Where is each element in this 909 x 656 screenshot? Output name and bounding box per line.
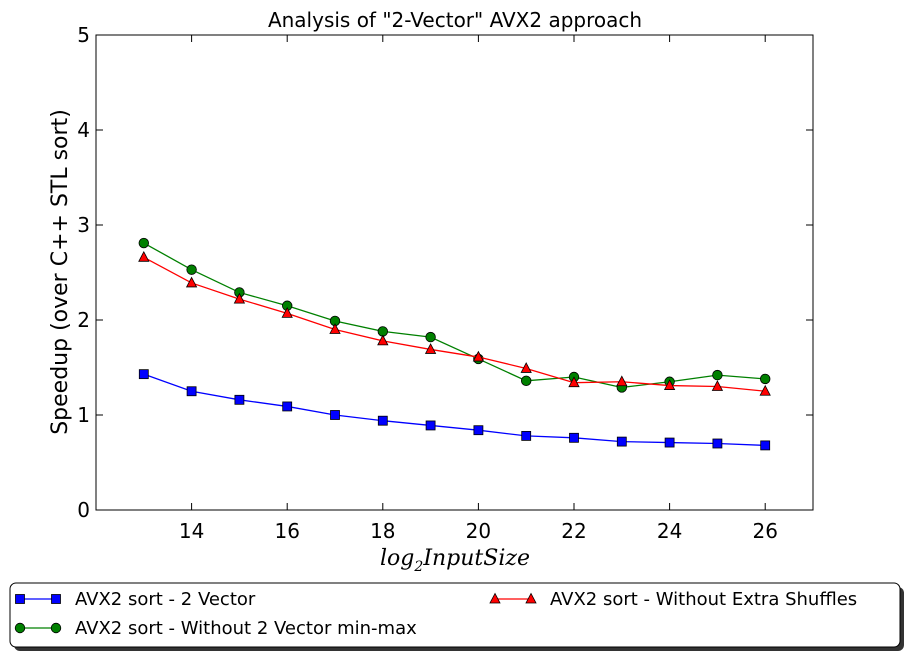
data-point <box>377 415 388 426</box>
data-point <box>186 386 197 397</box>
data-point <box>424 343 437 354</box>
data-point <box>282 401 293 412</box>
data-point <box>664 437 675 448</box>
data-point <box>472 350 485 362</box>
data-point <box>233 292 246 304</box>
y-axis: 0 1 2 3 4 5 <box>77 23 813 522</box>
y-tick-label: 3 <box>77 213 90 237</box>
data-point <box>138 250 150 262</box>
data-point <box>186 264 197 275</box>
data-point <box>281 306 293 318</box>
series-line <box>143 373 766 447</box>
legend-label: AVX2 sort - 2 Vector <box>75 589 256 610</box>
x-axis-label-base: log <box>380 546 414 571</box>
legend-marker <box>15 594 25 604</box>
x-tick-label: 22 <box>561 519 586 543</box>
series-line <box>143 256 766 392</box>
data-point <box>616 375 628 387</box>
data-point <box>663 379 676 390</box>
x-tick-label: 26 <box>752 519 777 543</box>
x-tick-label: 24 <box>657 519 682 543</box>
data-point <box>521 430 532 441</box>
data-point <box>568 376 580 388</box>
y-tick-label: 0 <box>77 498 90 522</box>
series-1 <box>138 369 771 451</box>
x-axis-label-subscript: 2 <box>413 559 423 575</box>
series-3 <box>138 250 771 396</box>
legend-marker <box>14 622 26 634</box>
legend-label: AVX2 sort - Without Extra Shuffles <box>550 589 857 610</box>
legend-marker <box>489 592 501 604</box>
y-tick-label: 5 <box>77 23 90 47</box>
x-tick-label: 14 <box>179 519 204 543</box>
legend-item: AVX2 sort - 2 Vector <box>15 589 256 610</box>
plot-area <box>95 34 814 511</box>
data-point <box>760 440 771 451</box>
legend-marker <box>525 592 537 604</box>
y-axis-label: Speedup (over C++ STL sort) <box>48 109 73 435</box>
data-point <box>569 432 579 443</box>
data-point <box>712 438 723 449</box>
x-tick-label: 18 <box>370 519 395 543</box>
series-2 <box>138 237 771 393</box>
data-point <box>329 323 341 334</box>
legend: AVX2 sort - 2 Vector AVX2 sort - Without … <box>9 582 904 651</box>
data-point <box>520 362 532 373</box>
data-point <box>377 334 389 346</box>
data-point <box>711 380 724 391</box>
data-point <box>425 420 436 431</box>
x-axis-label-rest: InputSize <box>422 546 530 571</box>
y-tick-label: 2 <box>77 308 90 332</box>
data-point <box>712 369 723 381</box>
legend-marker <box>51 594 61 604</box>
x-axis-label: log2InputSize <box>380 546 530 575</box>
y-tick-label: 4 <box>77 118 90 142</box>
series-layer <box>138 237 771 451</box>
x-tick-label: 20 <box>466 519 491 543</box>
legend-item: AVX2 sort - Without Extra Shuffles <box>489 589 857 610</box>
plot-frame <box>95 34 814 511</box>
data-point <box>234 394 245 405</box>
x-axis: 14 16 18 20 22 24 26 <box>179 35 778 543</box>
data-point <box>185 276 198 288</box>
legend-marker <box>50 622 62 634</box>
data-point <box>759 384 771 396</box>
data-point <box>138 237 150 249</box>
data-point <box>521 375 532 387</box>
legend-label: AVX2 sort - Without 2 Vector min-max <box>75 618 417 639</box>
data-point <box>138 369 149 380</box>
chart-title: Analysis of "2-Vector" AVX2 approach <box>268 8 642 32</box>
legend-item: AVX2 sort - Without 2 Vector min-max <box>14 618 417 639</box>
legend-box <box>9 582 901 648</box>
data-point <box>425 331 436 343</box>
series-line <box>143 242 766 389</box>
data-point <box>616 436 627 447</box>
data-point <box>330 410 340 420</box>
data-point <box>760 373 771 385</box>
y-tick-label: 1 <box>77 403 90 427</box>
x-tick-label: 16 <box>274 519 299 543</box>
data-point <box>473 425 484 436</box>
